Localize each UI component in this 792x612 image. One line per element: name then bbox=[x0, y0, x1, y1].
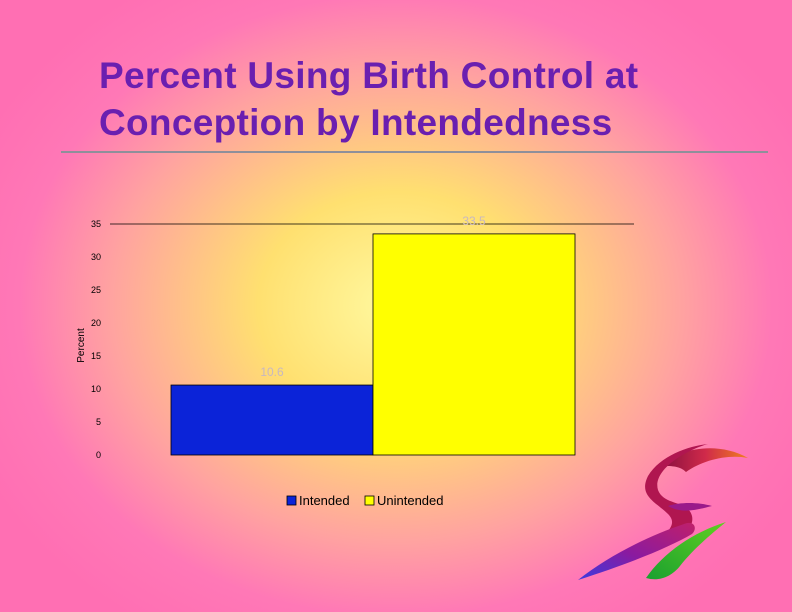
data-label: 33.5 bbox=[462, 214, 486, 228]
ribbon-s-logo bbox=[578, 444, 748, 580]
title-divider bbox=[61, 151, 768, 153]
legend-swatch bbox=[286, 495, 297, 506]
bar-intended bbox=[170, 384, 374, 456]
y-tick-label: 0 bbox=[96, 450, 101, 460]
legend-label: Intended bbox=[299, 493, 350, 508]
title-line-2: Conception by Intendedness bbox=[99, 102, 613, 143]
y-tick-label: 35 bbox=[91, 219, 101, 229]
data-label: 10.6 bbox=[260, 365, 284, 379]
y-axis-label: Percent bbox=[76, 328, 87, 363]
legend-label: Unintended bbox=[377, 493, 444, 508]
y-tick-label: 30 bbox=[91, 252, 101, 262]
y-tick-label: 15 bbox=[91, 351, 101, 361]
y-tick-label: 25 bbox=[91, 285, 101, 295]
legend-swatch bbox=[364, 495, 375, 506]
y-tick-label: 20 bbox=[91, 318, 101, 328]
y-tick-label: 10 bbox=[91, 384, 101, 394]
y-tick-label: 5 bbox=[96, 417, 101, 427]
title-line-1: Percent Using Birth Control at bbox=[99, 55, 639, 96]
bar-unintended bbox=[372, 233, 576, 456]
slide-title: Percent Using Birth Control at Conceptio… bbox=[99, 52, 739, 146]
